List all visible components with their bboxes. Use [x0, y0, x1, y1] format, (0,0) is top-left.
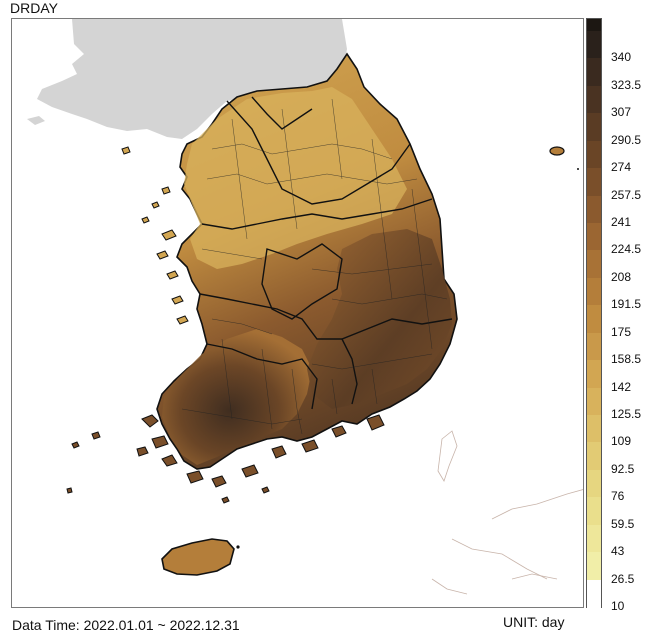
- legend-swatch: [587, 277, 601, 306]
- map-title: DRDAY: [10, 0, 58, 16]
- legend-swatch: [587, 85, 601, 114]
- legend-swatch: [587, 223, 601, 251]
- legend-swatch: [587, 579, 601, 608]
- legend-label: 109: [611, 434, 632, 449]
- east-dark-region: [307, 229, 452, 409]
- legend-label: 241: [611, 215, 632, 229]
- legend-swatch: [587, 442, 601, 471]
- province-borders: [199, 96, 453, 410]
- legend-label: 76: [611, 489, 625, 504]
- legend-swatch: [587, 415, 601, 443]
- legend-label: 10: [611, 599, 625, 613]
- jeju-island: [161, 538, 235, 576]
- legend-label: 175: [611, 324, 632, 339]
- legend-swatch: [587, 552, 601, 581]
- legend-label: 307: [611, 105, 632, 120]
- west-coast-islands: [121, 146, 189, 325]
- legend-swatch: [587, 305, 601, 334]
- legend-swatch: [587, 332, 601, 361]
- legend-swatch: [587, 387, 601, 416]
- neighbor-land-north: [37, 19, 347, 139]
- data-time-label: Data Time: 2022.01.01 ~ 2022.12.31: [12, 617, 240, 633]
- legend-label: 340: [611, 50, 632, 65]
- ulleung-island: [549, 146, 565, 156]
- legend-label: 142: [611, 379, 632, 394]
- legend-label: 224.5: [611, 242, 642, 257]
- legend-swatch: [587, 469, 601, 498]
- map-frame: [11, 18, 584, 608]
- legend-label: 323.5: [611, 77, 642, 92]
- legend-swatch: [587, 250, 601, 279]
- japan-coast-outline: [431, 430, 583, 595]
- legend-label: 290.5: [611, 132, 642, 147]
- legend-swatch: [587, 58, 601, 87]
- legend-label: 26.5: [611, 571, 635, 586]
- legend-label: 43: [611, 544, 625, 559]
- legend-swatch: [587, 497, 601, 526]
- unit-label: UNIT: day: [503, 614, 565, 630]
- county-borders: [181, 98, 448, 435]
- legend-label: 92.5: [611, 461, 635, 476]
- legend-label: 208: [611, 269, 632, 284]
- northwest-light-region: [184, 87, 407, 269]
- neighbor-land-islet: [27, 116, 45, 125]
- legend-label: 274: [611, 160, 632, 175]
- legend-swatch: [587, 195, 601, 224]
- legend-label: 191.5: [611, 297, 642, 312]
- legend-label: 257.5: [611, 187, 642, 202]
- south-coast-islands: [66, 414, 385, 504]
- legend-label: 125.5: [611, 407, 642, 421]
- legend-swatch: [587, 31, 601, 59]
- legend-swatch: [587, 360, 601, 389]
- legend-label: 59.5: [611, 516, 635, 531]
- legend-swatch: [587, 140, 601, 169]
- legend-swatch: [587, 113, 601, 142]
- legend-colorbar: [586, 18, 602, 608]
- map-canvas: [27, 19, 583, 595]
- legend-label: 158.5: [611, 352, 642, 367]
- southwest-dark-region: [162, 329, 312, 465]
- legend-swatch-cap: [587, 19, 601, 31]
- legend-swatch: [587, 168, 601, 197]
- legend-swatch: [587, 524, 601, 553]
